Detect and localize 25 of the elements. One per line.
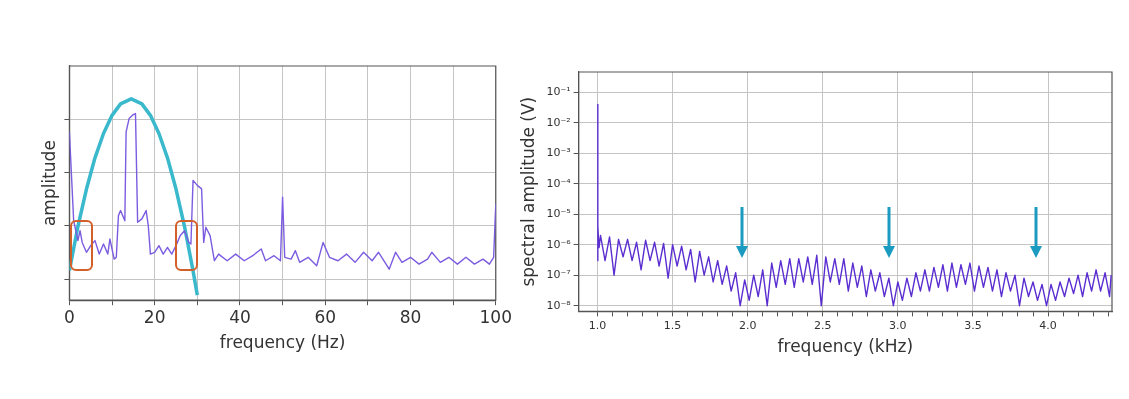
x-tick-label: 2.0 bbox=[738, 318, 757, 332]
x-tick-label: 40 bbox=[229, 306, 251, 327]
y-axis-title: amplitude bbox=[38, 140, 59, 227]
x-tick-label: 3.5 bbox=[964, 318, 982, 332]
x-tick-label: 100 bbox=[479, 306, 512, 327]
x-tick-label: 60 bbox=[314, 306, 337, 327]
y-tick-label: 10⁻⁸ bbox=[546, 298, 572, 312]
x-tick-label: 2.5 bbox=[814, 318, 832, 332]
x-axis-title: frequency (Hz) bbox=[219, 332, 346, 353]
y-tick-label: 10⁻⁴ bbox=[546, 176, 572, 190]
x-tick-label: 0 bbox=[63, 306, 75, 327]
x-tick-label: 4.0 bbox=[1039, 318, 1057, 332]
y-tick-label: 10⁻² bbox=[546, 115, 571, 129]
x-tick-label: 1.5 bbox=[663, 318, 682, 332]
y-tick-label: 10⁻³ bbox=[546, 146, 571, 160]
y-tick-label: 10⁻⁷ bbox=[546, 268, 571, 282]
x-axis-title: frequency (kHz) bbox=[777, 336, 914, 357]
y-tick-label: 10⁻¹ bbox=[546, 85, 571, 99]
y-tick-label: 10⁻⁵ bbox=[546, 207, 571, 221]
x-tick-label: 3.0 bbox=[889, 318, 907, 332]
x-tick-label: 80 bbox=[399, 306, 422, 327]
x-tick-label: 1.0 bbox=[588, 318, 607, 332]
y-tick-label: 10⁻⁶ bbox=[546, 237, 572, 251]
y-axis-title: spectral amplitude (V) bbox=[517, 96, 538, 287]
x-tick-label: 20 bbox=[143, 306, 166, 327]
